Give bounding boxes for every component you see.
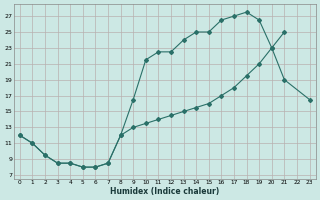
- X-axis label: Humidex (Indice chaleur): Humidex (Indice chaleur): [110, 187, 219, 196]
